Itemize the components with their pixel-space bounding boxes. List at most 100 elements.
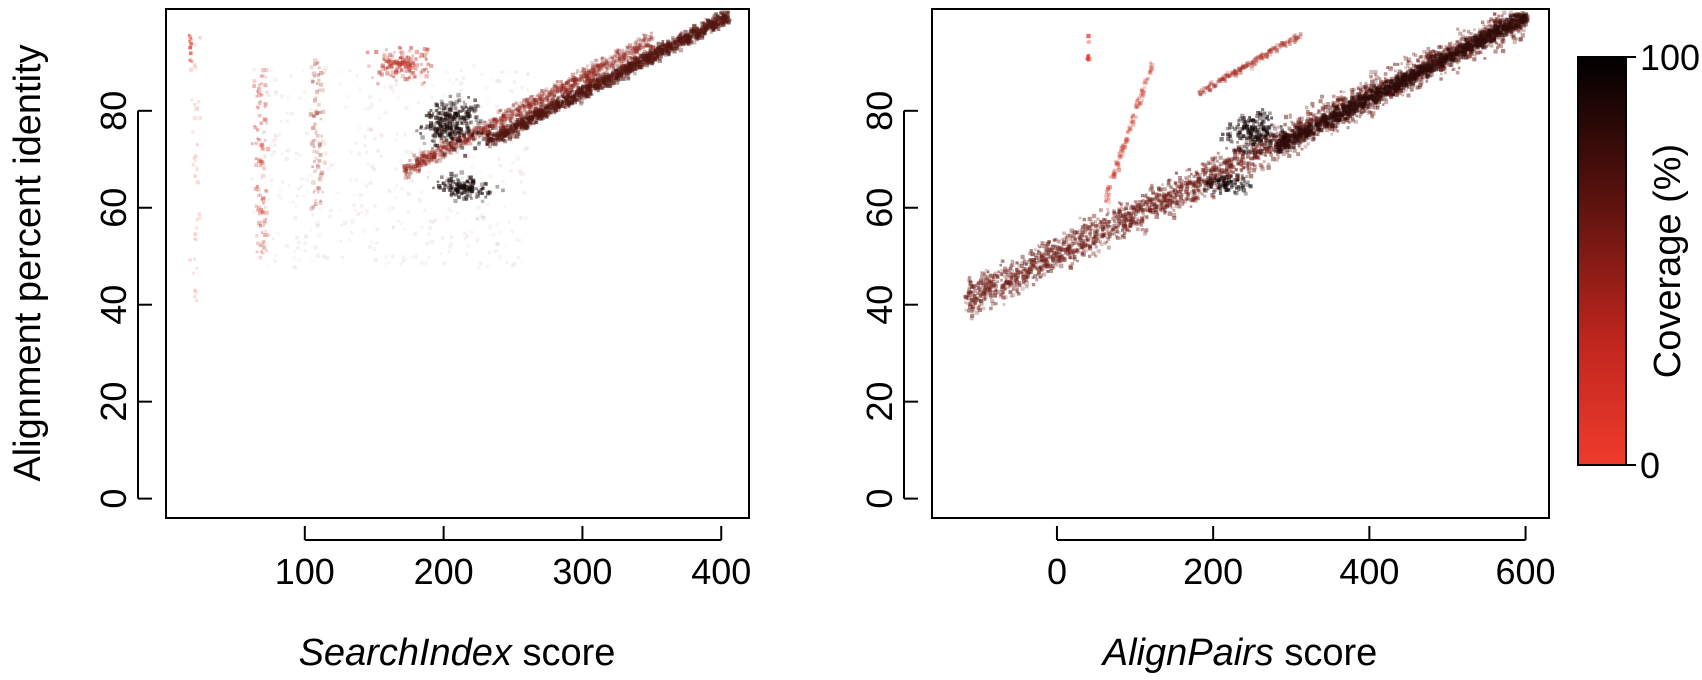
left-scatter-point xyxy=(542,97,546,101)
left-scatter-point xyxy=(610,79,613,83)
left-scatter-point xyxy=(262,201,265,205)
right-scatter-point xyxy=(1036,243,1040,247)
left-scatter-point xyxy=(451,121,456,126)
left-scatter-point xyxy=(547,91,551,94)
left-scatter-point xyxy=(269,178,274,182)
left-scatter-point xyxy=(510,127,514,131)
right-scatter-point xyxy=(1404,66,1407,69)
left-scatter-point xyxy=(588,79,594,84)
left-scatter-point xyxy=(252,210,256,214)
left-scatter-point xyxy=(600,57,604,61)
left-scatter-point xyxy=(483,120,486,124)
left-scatter-point xyxy=(566,90,570,94)
left-scatter-point xyxy=(526,98,531,103)
left-scatter-point xyxy=(591,78,596,83)
left-scatter-point xyxy=(501,128,505,133)
right-scatter-point xyxy=(1501,36,1506,41)
left-scatter-point xyxy=(603,75,608,80)
left-scatter-point xyxy=(193,290,198,295)
left-scatter-point xyxy=(526,103,531,108)
left-scatter-point xyxy=(541,108,546,112)
left-scatter-point xyxy=(559,89,564,94)
left-scatter-point xyxy=(297,240,301,245)
left-scatter-point xyxy=(255,184,259,188)
left-scatter-point xyxy=(463,153,468,158)
right-scatter-point xyxy=(1493,12,1497,16)
left-scatter-point xyxy=(429,156,433,159)
left-scatter-point xyxy=(699,27,703,31)
right-scatter-point xyxy=(990,285,995,289)
right-scatter-point xyxy=(1120,213,1126,218)
right-scatter-point xyxy=(1134,208,1139,213)
right-scatter-point xyxy=(1211,195,1216,200)
right-scatter-point xyxy=(1108,234,1112,239)
right-scatter-point xyxy=(1069,228,1074,233)
right-scatter-point xyxy=(1052,266,1056,270)
left-x-tick-label: 100 xyxy=(275,551,335,592)
right-scatter-point xyxy=(1260,148,1264,152)
left-scatter-point xyxy=(656,41,661,46)
left-scatter-point xyxy=(293,216,298,221)
right-scatter-point xyxy=(1097,233,1100,236)
right-scatter-point xyxy=(1112,225,1117,230)
left-scatter-point xyxy=(619,56,624,61)
left-scatter-point xyxy=(379,72,384,77)
right-scatter-point xyxy=(1252,168,1257,173)
right-scatter-point xyxy=(1120,234,1124,238)
left-scatter-point xyxy=(590,69,595,74)
left-scatter-point xyxy=(387,188,391,192)
left-scatter-point xyxy=(448,183,452,188)
left-scatter-point xyxy=(565,85,570,90)
left-scatter-point xyxy=(405,76,410,81)
left-scatter-point xyxy=(394,187,397,190)
left-scatter-point xyxy=(467,193,472,198)
left-scatter-point xyxy=(716,24,721,28)
left-scatter-point xyxy=(440,149,445,154)
right-scatter-point xyxy=(995,275,999,279)
left-scatter-point xyxy=(253,124,256,128)
left-scatter-point xyxy=(588,85,593,89)
left-scatter-point xyxy=(635,45,640,50)
right-scatter-point xyxy=(1173,192,1177,195)
right-scatter-point xyxy=(1212,169,1215,173)
left-scatter-point xyxy=(434,109,438,113)
left-scatter-point xyxy=(317,232,322,237)
right-scatter-point xyxy=(1355,114,1358,118)
left-scatter-point xyxy=(442,261,447,266)
left-scatter-point xyxy=(649,49,653,54)
left-scatter-point xyxy=(626,69,632,74)
left-scatter-point xyxy=(425,155,430,160)
left-scatter-point xyxy=(642,49,646,53)
right-scatter-point xyxy=(981,306,986,311)
left-scatter-point xyxy=(510,125,514,129)
left-scatter-point xyxy=(400,68,404,72)
left-scatter-point xyxy=(519,180,523,184)
left-scatter-point xyxy=(559,83,564,89)
left-scatter-point xyxy=(256,106,260,110)
left-scatter-point xyxy=(659,55,663,59)
right-scatter-point xyxy=(1098,208,1103,213)
right-scatter-point xyxy=(1406,93,1411,98)
left-scatter-point xyxy=(645,42,649,46)
right-scatter-point xyxy=(1133,220,1137,224)
left-scatter-point xyxy=(579,76,583,80)
left-scatter-point xyxy=(655,49,660,54)
left-scatter-point xyxy=(595,70,600,75)
left-scatter-point xyxy=(519,126,524,131)
right-scatter-point xyxy=(1141,199,1145,202)
left-scatter-point xyxy=(653,48,657,52)
right-scatter-point xyxy=(1221,169,1226,173)
left-scatter-point xyxy=(363,144,367,148)
left-scatter-point xyxy=(501,129,506,134)
left-scatter-point xyxy=(477,135,481,139)
right-scatter-point xyxy=(997,270,1000,274)
left-scatter-point xyxy=(476,128,481,133)
left-scatter-point xyxy=(313,122,317,126)
right-scatter-point xyxy=(984,285,988,289)
right-scatter-point xyxy=(1524,17,1529,22)
left-scatter-point xyxy=(317,176,322,181)
left-scatter-point xyxy=(455,121,459,125)
left-scatter-point xyxy=(710,25,714,29)
right-scatter-point xyxy=(1299,121,1303,124)
left-scatter-point xyxy=(423,162,428,167)
